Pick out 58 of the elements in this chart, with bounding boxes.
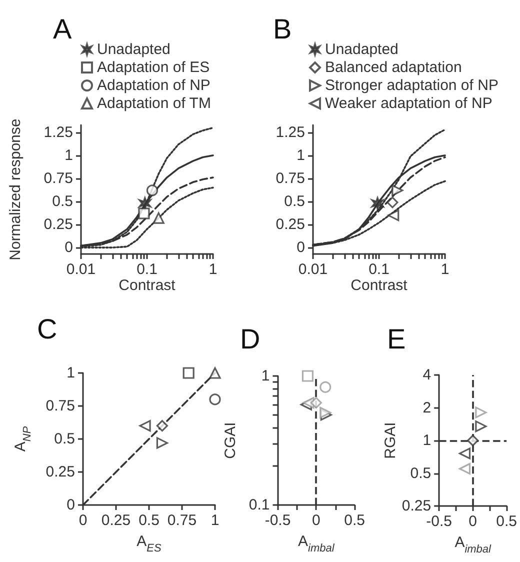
y-tick-label: 1.25 [276,124,305,141]
y-axis-title: CGAI [222,422,239,459]
y-tick-label: 4 [422,366,432,384]
legend-label: Unadapted [97,41,170,58]
x-tick-label: 0.5 [344,512,366,529]
y-tick-label: 0.75 [44,170,73,187]
x-tick-label: 0.01 [298,261,328,278]
y-tick-label: 1 [422,432,432,449]
y-tick-label: 0.5 [54,430,75,448]
x-tick-label: 0.5 [138,512,160,529]
chart-title: B [273,14,292,44]
chart-title: E [387,324,406,354]
legend-label: Stronger adaptation of NP [325,77,498,94]
y-tick-label: 1.25 [44,124,73,141]
y-tick-label: 1 [66,364,75,382]
legend-label: Adaptation of TM [97,95,211,112]
legend-label: Adaptation of ES [97,59,210,76]
x-tick-label: -0.5 [426,513,452,530]
y-tick-label: 0.75 [46,398,75,414]
y-tick-label: 0.25 [46,464,75,480]
legend-label: Balanced adaptation [325,59,462,76]
x-tick-label: 1 [210,512,220,529]
y-axis-title: ANP [12,426,34,452]
x-tick-label: 0 [468,513,478,530]
x-tick-label: 0.25 [101,512,131,529]
chart-title: C [37,314,58,344]
x-tick-label: -0.5 [264,512,291,529]
y-tick-label: 1 [296,146,305,164]
y-tick-label: 0.5 [284,192,305,210]
x-tick-label: 1 [440,261,450,278]
y-tick-label: 1 [64,146,73,164]
y-tick-label: 0 [296,239,305,256]
y-tick-label: 2 [422,399,432,416]
y-tick-label: 0 [64,239,73,256]
x-axis-title: Contrast [350,276,408,294]
x-tick-label: 0.1 [136,261,158,278]
y-tick-label: 0.25 [276,216,305,234]
y-tick-label: 0.5 [52,192,73,210]
x-tick-label: 0 [312,512,320,529]
chart-title: A [53,14,72,44]
y-axis-title: RGAI [382,422,399,459]
x-tick-label: 0.1 [368,261,390,278]
x-tick-label: 0 [78,512,88,529]
legend-label: Unadapted [325,41,398,58]
y-tick-label: 0.75 [276,170,305,187]
y-tick-label: 0.25 [44,216,73,234]
x-axis-title: Contrast [118,276,176,294]
legend-label: Weaker adaptation of NP [325,95,492,112]
y-tick-label: 0 [66,496,75,514]
y-tick-label: 0.5 [410,464,432,482]
legend-label: Adaptation of NP [97,77,210,94]
x-tick-label: 0.75 [167,512,197,529]
x-tick-label: 1 [208,261,218,278]
chart-title: D [240,324,260,354]
y-axis-title: Normalized response [7,118,24,260]
y-tick-label: 0.25 [402,498,432,514]
x-tick-label: 0.01 [66,261,96,278]
x-tick-label: 0.5 [496,513,518,530]
